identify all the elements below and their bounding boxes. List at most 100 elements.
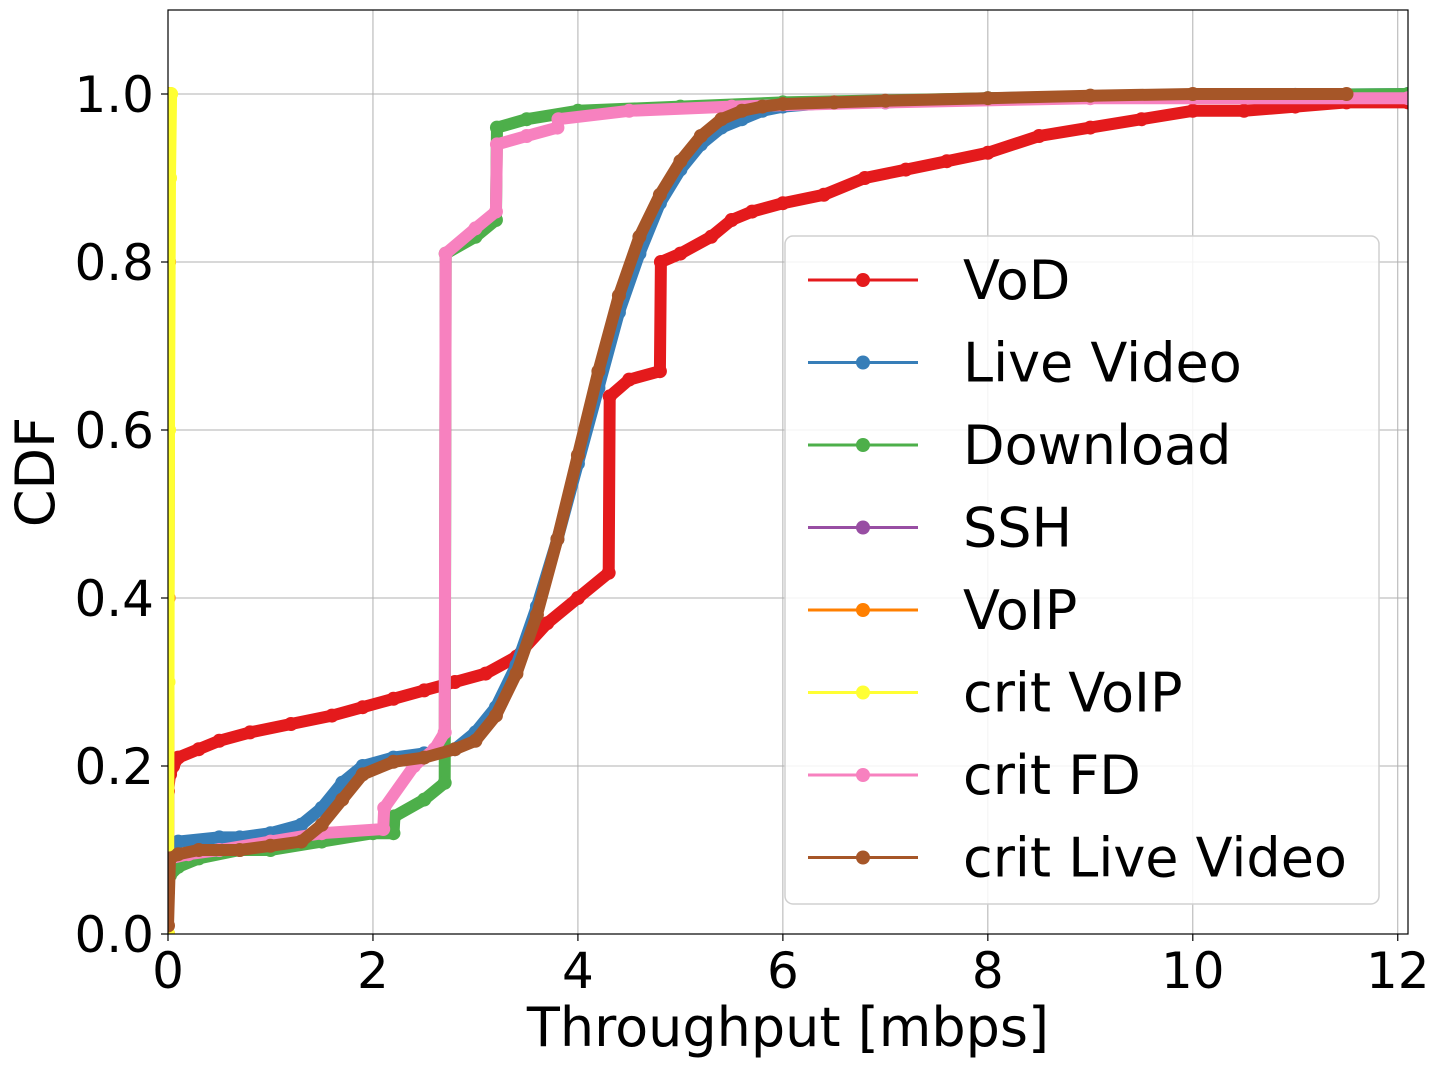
legend-marker: [856, 273, 870, 287]
legend-marker: [856, 520, 870, 535]
data-point: [704, 229, 719, 244]
data-point: [653, 255, 668, 269]
data-point: [519, 112, 534, 127]
data-point: [438, 246, 453, 261]
data-point: [857, 171, 872, 185]
data-point: [168, 87, 179, 101]
data-point: [376, 822, 391, 836]
data-point: [171, 750, 186, 765]
data-point: [212, 733, 227, 748]
data-point: [551, 112, 566, 127]
data-point: [980, 91, 995, 106]
y-tick-label: 1.0: [74, 66, 154, 124]
legend-marker: [856, 850, 870, 865]
data-point: [263, 838, 278, 853]
data-point: [335, 792, 350, 807]
data-point: [693, 129, 708, 143]
data-point: [622, 103, 637, 118]
data-point: [509, 666, 524, 681]
data-point: [212, 830, 227, 845]
data-point: [816, 187, 831, 202]
legend-item: VoIP: [808, 579, 1077, 642]
data-point: [550, 532, 565, 547]
x-tick-label: 4: [562, 942, 594, 1000]
data-point: [622, 372, 637, 387]
data-point: [437, 725, 452, 740]
data-point: [355, 700, 370, 715]
legend: VoD Live Video Download SSH VoIP crit VoIP cri…: [784, 235, 1380, 905]
data-point: [755, 99, 770, 114]
y-tick-label: 0.4: [74, 570, 154, 628]
data-point: [294, 817, 309, 832]
legend-item: SSH: [808, 497, 1072, 560]
data-point: [673, 246, 688, 261]
legend-item: Download: [808, 414, 1231, 477]
legend-marker: [856, 438, 870, 452]
x-tick-label: 10: [1161, 942, 1225, 1000]
data-point: [632, 229, 647, 244]
legend-label: VoIP: [963, 579, 1077, 642]
legend-box: [784, 235, 1380, 905]
data-point: [939, 154, 954, 169]
legend-label: crit VoIP: [963, 662, 1183, 725]
legend-item: VoD: [808, 249, 1070, 312]
data-point: [898, 162, 913, 177]
legend-marker: [856, 685, 870, 700]
legend-label: Download: [963, 414, 1231, 477]
data-point: [1237, 103, 1252, 118]
data-point: [324, 708, 339, 723]
legend-item: crit FD: [808, 744, 1141, 807]
data-point: [673, 154, 688, 169]
data-point: [980, 145, 995, 160]
axis-ticks: 0 2 4 6 8 10 12 0.0 0.2 0.4 0.6 0.8 1.0: [74, 66, 1429, 1000]
data-point: [827, 95, 842, 110]
y-tick-label: 0.6: [74, 402, 154, 460]
data-point: [540, 616, 555, 631]
series-crit-live-video: [168, 87, 1354, 933]
legend-label: SSH: [963, 497, 1072, 560]
data-point: [878, 93, 893, 108]
data-point: [447, 742, 462, 757]
y-tick-label: 0.2: [74, 738, 154, 796]
data-point: [294, 834, 309, 849]
data-point: [1185, 87, 1200, 101]
x-tick-label: 12: [1366, 942, 1430, 1000]
data-point: [168, 171, 178, 185]
legend-marker: [856, 355, 870, 370]
data-point: [386, 691, 401, 706]
legend-marker: [856, 768, 870, 782]
data-point: [570, 591, 585, 605]
data-point: [242, 725, 257, 740]
x-tick-label: 0: [152, 942, 184, 1000]
data-point: [355, 767, 370, 782]
data-point: [714, 112, 729, 127]
data-point: [1083, 120, 1098, 135]
data-point: [775, 196, 790, 211]
data-point: [611, 288, 626, 303]
data-point: [488, 204, 503, 219]
data-point: [775, 97, 790, 112]
legend-label: crit FD: [963, 744, 1141, 807]
data-point: [191, 843, 206, 857]
data-point: [1083, 88, 1098, 103]
data-point: [386, 754, 401, 769]
y-axis-label: CDF: [4, 417, 67, 527]
data-point: [437, 775, 452, 790]
data-point: [191, 742, 206, 757]
data-point: [417, 683, 432, 698]
data-point: [168, 918, 175, 933]
data-point: [570, 448, 585, 463]
x-tick-label: 2: [357, 942, 389, 1000]
series-lines: [168, 87, 1408, 934]
x-axis-label: Throughput [mbps]: [526, 996, 1049, 1059]
data-point: [468, 733, 483, 748]
data-point: [519, 129, 534, 143]
plot-frame: [167, 9, 1409, 935]
data-point: [489, 137, 504, 152]
data-point: [232, 843, 247, 857]
legend-item: crit VoIP: [808, 662, 1183, 725]
data-point: [468, 221, 483, 236]
data-point: [1032, 129, 1047, 143]
data-point: [168, 423, 177, 437]
